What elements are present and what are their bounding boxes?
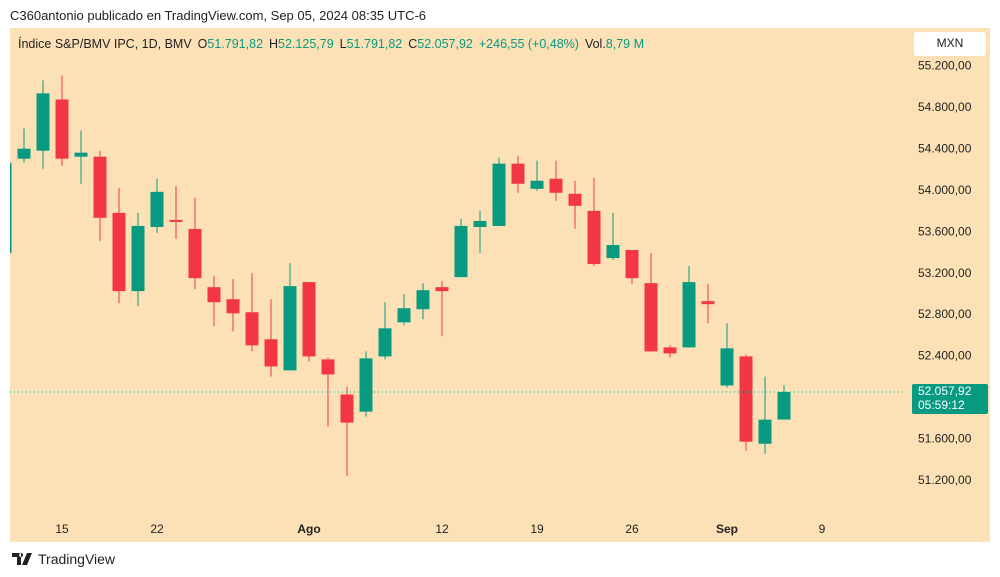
- candle-body: [93, 156, 107, 218]
- candle-body: [36, 93, 50, 151]
- candle-body: [17, 148, 31, 159]
- ohlc-value: 51.791,82: [346, 37, 403, 51]
- y-tick-label: 53.600,00: [918, 224, 972, 238]
- candle-body: [549, 178, 563, 193]
- candle-body: [188, 228, 202, 279]
- y-tick-label: 52.400,00: [918, 349, 972, 363]
- ohlc-key: H: [269, 37, 279, 51]
- countdown: 05:59:12: [918, 398, 965, 412]
- chart-background: [10, 28, 990, 542]
- candle-body: [454, 225, 468, 278]
- ohlc-value: 51.791,82: [207, 37, 264, 51]
- candle-body: [530, 180, 544, 189]
- footer: TradingView: [12, 551, 115, 567]
- candle-body: [701, 301, 715, 305]
- symbol: Índice S&P/BMV IPC, 1D, BMV: [18, 37, 192, 51]
- last-price-label: 52.057,92: [918, 384, 972, 398]
- ohlc-value: 52.125,79: [278, 37, 334, 51]
- currency-badge[interactable]: [914, 32, 986, 56]
- x-tick-label: 9: [819, 522, 826, 536]
- x-tick-label: 19: [530, 522, 544, 536]
- candle-body: [150, 191, 164, 227]
- y-tick-label: 55.200,00: [918, 59, 972, 73]
- x-tick-label: 15: [55, 522, 69, 536]
- ohlc-value: 52.057,92: [417, 37, 473, 51]
- candle-body: [416, 290, 430, 310]
- candle-body: [758, 419, 772, 444]
- x-tick-label: 22: [150, 522, 164, 536]
- y-tick-label: 53.200,00: [918, 266, 972, 280]
- candle-body: [55, 99, 69, 159]
- candle-body: [682, 282, 696, 348]
- x-tick-label: 26: [625, 522, 639, 536]
- candle-body: [340, 394, 354, 423]
- header: C360antonio publicado en TradingView.com…: [10, 8, 427, 23]
- candle-body: [720, 348, 734, 386]
- candle-body: [473, 220, 487, 227]
- candle-body: [625, 249, 639, 279]
- candle-body: [302, 282, 316, 357]
- y-tick-label: 52.800,00: [918, 307, 972, 321]
- currency: MXN: [937, 36, 964, 50]
- candle-body: [587, 210, 601, 265]
- candle-body: [435, 287, 449, 292]
- ohlc-key: O: [197, 37, 208, 51]
- candle-body: [663, 347, 677, 354]
- candle-body: [739, 356, 753, 442]
- candle-body: [321, 359, 335, 375]
- y-tick-label: 54.400,00: [918, 141, 972, 155]
- candle-body: [74, 152, 88, 157]
- x-tick-label: Ago: [297, 522, 320, 536]
- legend: Índice S&P/BMV IPC, 1D, BMV O51.791,82 H52…: [18, 37, 644, 51]
- candle-body: [226, 299, 240, 314]
- candle-body: [511, 163, 525, 184]
- logo: [12, 553, 32, 565]
- volume: 8,79 M: [605, 37, 645, 51]
- y-tick-label: 54.800,00: [918, 100, 972, 114]
- candle-body: [606, 244, 620, 259]
- candles: [10, 75, 791, 476]
- x-tick-label: Sep: [716, 522, 738, 536]
- y-tick-label: 54.000,00: [918, 183, 972, 197]
- candle-body: [644, 283, 658, 352]
- candle-body: [264, 339, 278, 367]
- candle-body: [245, 312, 259, 346]
- candle-body: [492, 163, 506, 226]
- candle-body: [359, 358, 373, 412]
- ohlc-key: L: [339, 37, 347, 51]
- candle-body: [112, 212, 126, 292]
- candle-body: [568, 193, 582, 206]
- candle-body: [777, 391, 791, 420]
- last-price-box: [912, 383, 988, 414]
- candle-body: [378, 328, 392, 357]
- change: +246,55 (+0,48%): [478, 37, 579, 51]
- brand: TradingView: [38, 551, 116, 567]
- candle-body: [131, 225, 145, 292]
- candle-body: [169, 219, 183, 222]
- ohlc-key: C: [408, 37, 418, 51]
- candle-body: [397, 308, 411, 323]
- candle-body: [207, 287, 221, 303]
- x-tick-label: 12: [435, 522, 449, 536]
- volume-key: Vol.: [584, 37, 606, 51]
- candle-body: [283, 286, 297, 371]
- y-tick-label: 51.600,00: [918, 432, 972, 446]
- candle-body: [10, 162, 12, 253]
- y-tick-label: 51.200,00: [918, 473, 972, 487]
